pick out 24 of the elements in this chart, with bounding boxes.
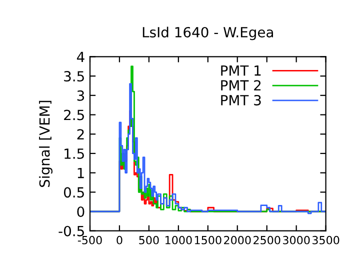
y-tick-label: 2 xyxy=(77,129,84,140)
x-tick-label: 2500 xyxy=(254,236,280,244)
y-tick-label: -0.5 xyxy=(58,226,84,236)
y-tick-label: 4 xyxy=(76,52,84,62)
y-tick-label: 3 xyxy=(77,90,84,101)
y-axis-title: Signal [VEM] xyxy=(39,100,52,187)
x-tick-label: 1000 xyxy=(166,236,192,244)
legend-label: PMT 3 xyxy=(221,94,261,106)
legend-label: PMT 2 xyxy=(221,80,261,90)
y-tick-label: 1.5 xyxy=(64,148,84,159)
x-tick-label: 500 xyxy=(139,236,159,244)
chart-title: LsId 1640 - W.Egea xyxy=(142,26,273,40)
y-tick-label: 3.5 xyxy=(64,71,84,82)
legend-label: PMT 1 xyxy=(221,65,261,76)
x-tick-label: 3500 xyxy=(312,236,340,244)
x-tick-label: 0 xyxy=(116,236,122,244)
x-tick-label: 1500 xyxy=(194,236,222,244)
y-tick-label: 0 xyxy=(77,206,84,217)
x-tick-label: 3000 xyxy=(283,236,310,244)
y-tick-label: 0.5 xyxy=(64,187,84,198)
x-tick-label: 2000 xyxy=(224,236,251,244)
y-tick-label: 1 xyxy=(78,168,84,178)
x-tick-label: -500 xyxy=(78,236,102,244)
y-tick-label: 2.5 xyxy=(64,110,84,120)
